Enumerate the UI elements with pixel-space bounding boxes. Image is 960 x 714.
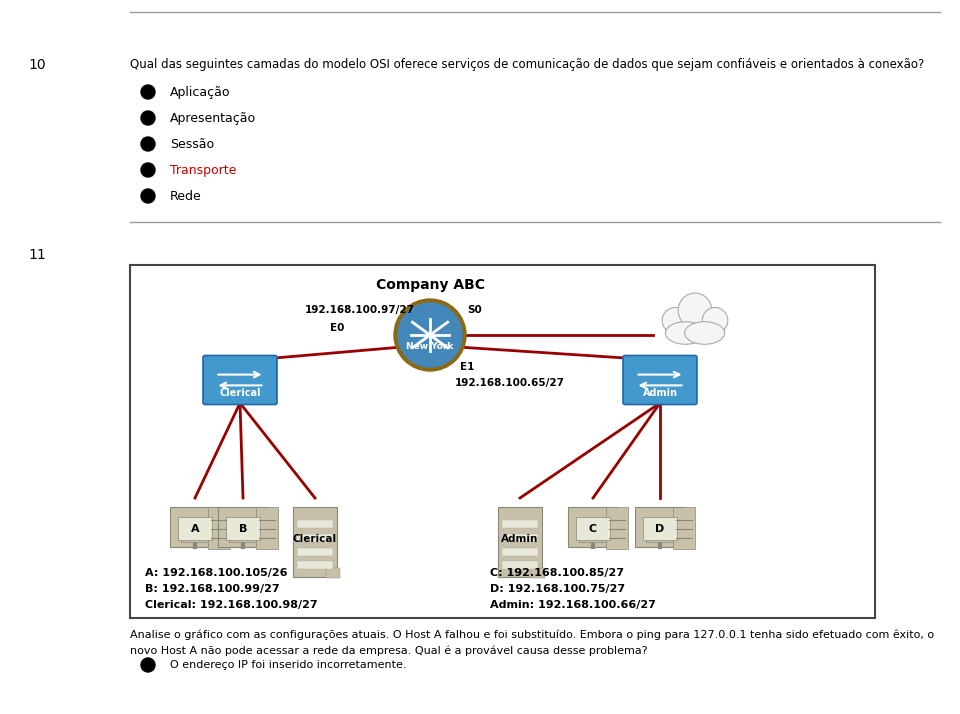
FancyBboxPatch shape bbox=[297, 534, 333, 542]
Text: E0: E0 bbox=[330, 323, 345, 333]
FancyBboxPatch shape bbox=[208, 507, 230, 549]
FancyBboxPatch shape bbox=[579, 537, 608, 542]
Text: novo Host A não pode acessar a rede da empresa. Qual é a provável causa desse pr: novo Host A não pode acessar a rede da e… bbox=[130, 645, 648, 655]
Circle shape bbox=[394, 299, 466, 371]
Text: New York: New York bbox=[406, 342, 454, 351]
FancyBboxPatch shape bbox=[180, 537, 209, 542]
Text: A: 192.168.100.105/26: A: 192.168.100.105/26 bbox=[145, 568, 287, 578]
Text: Admin: 192.168.100.66/27: Admin: 192.168.100.66/27 bbox=[490, 600, 656, 610]
Text: O endereço IP foi inserido incorretamente.: O endereço IP foi inserido incorretament… bbox=[170, 660, 406, 670]
Text: Clerical: Clerical bbox=[219, 388, 261, 398]
Text: Admin: Admin bbox=[642, 388, 678, 398]
Text: 11: 11 bbox=[28, 248, 46, 262]
FancyBboxPatch shape bbox=[170, 507, 220, 547]
Text: C: 192.168.100.85/27: C: 192.168.100.85/27 bbox=[490, 568, 624, 578]
Text: Qual das seguintes camadas do modelo OSI oferece serviços de comunicação de dado: Qual das seguintes camadas do modelo OSI… bbox=[130, 58, 924, 71]
FancyBboxPatch shape bbox=[293, 507, 337, 577]
Text: Company ABC: Company ABC bbox=[375, 278, 485, 292]
FancyBboxPatch shape bbox=[297, 561, 333, 569]
FancyBboxPatch shape bbox=[130, 265, 875, 618]
Text: Aplicação: Aplicação bbox=[170, 86, 230, 99]
Circle shape bbox=[141, 111, 155, 125]
FancyBboxPatch shape bbox=[673, 507, 695, 549]
FancyBboxPatch shape bbox=[502, 548, 538, 555]
Ellipse shape bbox=[665, 322, 706, 344]
Text: S0: S0 bbox=[467, 305, 482, 315]
Text: Sessão: Sessão bbox=[170, 138, 214, 151]
Circle shape bbox=[141, 163, 155, 177]
Text: D: 192.168.100.75/27: D: 192.168.100.75/27 bbox=[490, 584, 625, 594]
Ellipse shape bbox=[662, 308, 687, 333]
FancyBboxPatch shape bbox=[498, 507, 542, 577]
Text: Transporte: Transporte bbox=[170, 164, 236, 177]
Text: Clerical: 192.168.100.98/27: Clerical: 192.168.100.98/27 bbox=[145, 600, 318, 610]
FancyBboxPatch shape bbox=[297, 548, 333, 555]
FancyBboxPatch shape bbox=[623, 356, 697, 405]
Circle shape bbox=[141, 137, 155, 151]
Ellipse shape bbox=[684, 322, 725, 344]
FancyBboxPatch shape bbox=[228, 537, 257, 542]
Text: C: C bbox=[588, 523, 597, 533]
Text: E1: E1 bbox=[460, 362, 474, 372]
Text: Apresentação: Apresentação bbox=[170, 112, 256, 125]
Text: 10: 10 bbox=[28, 58, 46, 72]
FancyBboxPatch shape bbox=[326, 568, 340, 578]
FancyBboxPatch shape bbox=[502, 561, 538, 569]
Text: Admin: Admin bbox=[501, 533, 539, 543]
FancyBboxPatch shape bbox=[568, 507, 618, 547]
FancyBboxPatch shape bbox=[643, 517, 678, 540]
Circle shape bbox=[398, 303, 462, 367]
Text: Analise o gráfico com as configurações atuais. O Host A falhou e foi substituído: Analise o gráfico com as configurações a… bbox=[130, 630, 934, 640]
FancyBboxPatch shape bbox=[502, 534, 538, 542]
FancyBboxPatch shape bbox=[203, 356, 277, 405]
FancyBboxPatch shape bbox=[256, 507, 278, 549]
Text: D: D bbox=[656, 523, 664, 533]
Circle shape bbox=[141, 189, 155, 203]
FancyBboxPatch shape bbox=[502, 521, 538, 528]
FancyBboxPatch shape bbox=[607, 507, 629, 549]
FancyBboxPatch shape bbox=[297, 521, 333, 528]
Text: Clerical: Clerical bbox=[293, 533, 337, 543]
Text: 192.168.100.97/27: 192.168.100.97/27 bbox=[305, 305, 415, 315]
Ellipse shape bbox=[678, 293, 711, 328]
Text: A: A bbox=[191, 523, 200, 533]
FancyBboxPatch shape bbox=[531, 568, 545, 578]
FancyBboxPatch shape bbox=[645, 537, 674, 542]
Circle shape bbox=[141, 658, 155, 672]
FancyBboxPatch shape bbox=[226, 517, 260, 540]
FancyBboxPatch shape bbox=[178, 517, 212, 540]
Circle shape bbox=[141, 85, 155, 99]
Text: B: B bbox=[239, 523, 247, 533]
Text: 192.168.100.65/27: 192.168.100.65/27 bbox=[455, 378, 565, 388]
FancyBboxPatch shape bbox=[576, 517, 611, 540]
Ellipse shape bbox=[702, 308, 728, 333]
FancyBboxPatch shape bbox=[218, 507, 268, 547]
FancyBboxPatch shape bbox=[635, 507, 685, 547]
Text: Rede: Rede bbox=[170, 190, 202, 203]
Text: B: 192.168.100.99/27: B: 192.168.100.99/27 bbox=[145, 584, 279, 594]
